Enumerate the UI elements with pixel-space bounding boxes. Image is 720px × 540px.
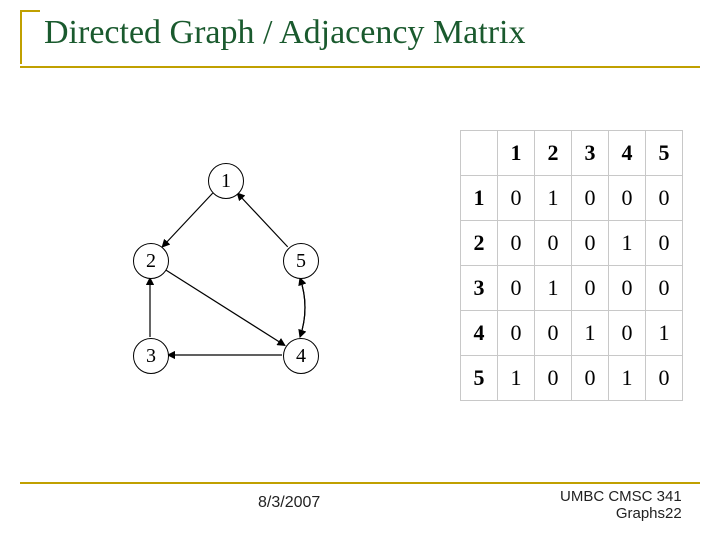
- matrix-col-2: 2: [535, 131, 572, 176]
- footer-line: [20, 482, 700, 484]
- adjacency-matrix: 12345101000200010301000400101510010: [460, 130, 683, 401]
- matrix-cell-2-3: 0: [572, 221, 609, 266]
- title-underline: [20, 66, 700, 68]
- matrix-cell-1-2: 1: [535, 176, 572, 221]
- node-1: 1: [208, 163, 244, 199]
- edge-1-2: [162, 193, 212, 247]
- footer-course-line1: UMBC CMSC 341: [560, 488, 682, 505]
- matrix-cell-2-1: 0: [498, 221, 535, 266]
- matrix-cell-5-2: 0: [535, 356, 572, 401]
- matrix-cell-5-5: 0: [646, 356, 683, 401]
- node-2: 2: [133, 243, 169, 279]
- matrix-cell-2-2: 0: [535, 221, 572, 266]
- matrix-cell-4-1: 0: [498, 311, 535, 356]
- matrix-cell-1-1: 0: [498, 176, 535, 221]
- matrix-cell-5-4: 1: [609, 356, 646, 401]
- matrix-cell-3-2: 1: [535, 266, 572, 311]
- matrix-cell-2-5: 0: [646, 221, 683, 266]
- matrix-cell-3-1: 0: [498, 266, 535, 311]
- matrix-corner: [461, 131, 498, 176]
- matrix-cell-4-4: 0: [609, 311, 646, 356]
- matrix-col-5: 5: [646, 131, 683, 176]
- matrix-row-3: 3: [461, 266, 498, 311]
- matrix-cell-3-5: 0: [646, 266, 683, 311]
- footer-course: UMBC CMSC 341 Graphs22: [560, 488, 682, 523]
- directed-graph: 1 2 3 4 5: [110, 150, 340, 380]
- matrix-col-1: 1: [498, 131, 535, 176]
- edge-5-1: [237, 193, 287, 247]
- node-5: 5: [283, 243, 319, 279]
- edge-4-5: [300, 278, 305, 337]
- edge-2-4: [165, 270, 285, 346]
- node-4: 4: [283, 338, 319, 374]
- matrix-cell-4-3: 1: [572, 311, 609, 356]
- matrix-cell-2-4: 1: [609, 221, 646, 266]
- matrix-cell-3-4: 0: [609, 266, 646, 311]
- matrix-row-5: 5: [461, 356, 498, 401]
- matrix-cell-5-3: 0: [572, 356, 609, 401]
- matrix-cell-4-5: 1: [646, 311, 683, 356]
- matrix-cell-3-3: 0: [572, 266, 609, 311]
- matrix-cell-1-3: 0: [572, 176, 609, 221]
- matrix-cell-4-2: 0: [535, 311, 572, 356]
- matrix-row-2: 2: [461, 221, 498, 266]
- matrix-col-4: 4: [609, 131, 646, 176]
- matrix-cell-1-4: 0: [609, 176, 646, 221]
- matrix-cell-1-5: 0: [646, 176, 683, 221]
- footer-course-line2: Graphs: [616, 505, 665, 522]
- footer-page-num: 22: [665, 505, 682, 522]
- slide-title: Directed Graph / Adjacency Matrix: [44, 8, 700, 51]
- matrix-col-3: 3: [572, 131, 609, 176]
- matrix-row-4: 4: [461, 311, 498, 356]
- footer-date: 8/3/2007: [258, 494, 320, 512]
- matrix-row-1: 1: [461, 176, 498, 221]
- matrix-cell-5-1: 1: [498, 356, 535, 401]
- node-3: 3: [133, 338, 169, 374]
